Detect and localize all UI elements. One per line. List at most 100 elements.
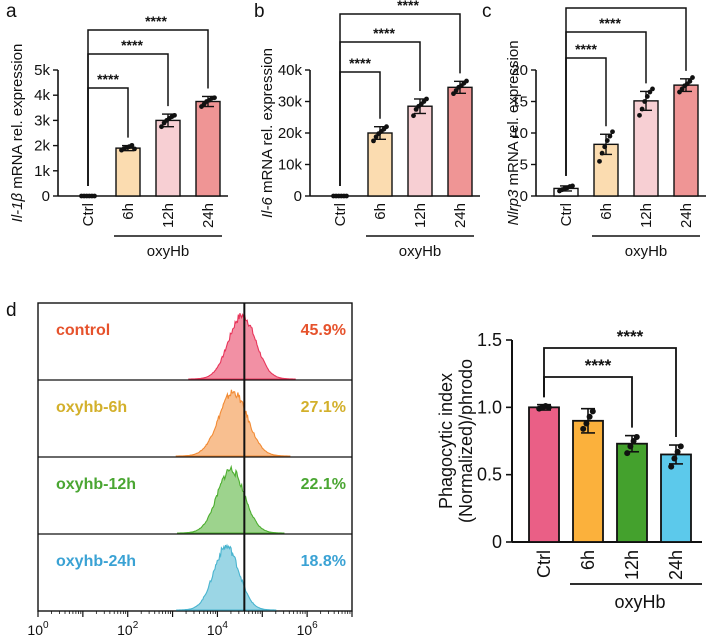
panel-label-b: b <box>254 1 265 22</box>
data-point <box>464 78 469 84</box>
group-label: oxyHb <box>614 592 665 612</box>
data-point <box>677 89 682 95</box>
data-point <box>129 142 135 148</box>
group-label: oxyHb <box>147 243 190 260</box>
y-tick-label: 10 <box>511 125 528 142</box>
histogram-label: oxyhb-6h <box>56 399 127 416</box>
data-point <box>159 124 164 130</box>
histogram-percent: 27.1% <box>301 399 346 416</box>
y-tick-label: 15 <box>511 94 528 111</box>
x-tick-label: 24h <box>200 203 217 228</box>
group-label: oxyHb <box>399 243 442 260</box>
y-tick-label: 3k <box>34 112 50 129</box>
histogram-oxyhb-6h <box>175 389 291 457</box>
data-point <box>674 448 681 455</box>
significance-label: **** <box>145 13 167 29</box>
data-point <box>610 129 615 135</box>
significance-bracket <box>565 7 687 176</box>
bar-6h <box>115 147 141 197</box>
y-axis-label-text: mRNA rel. expression <box>259 48 276 197</box>
significance-label: **** <box>349 55 371 71</box>
data-point <box>637 112 642 118</box>
bar-24h <box>447 86 473 197</box>
bar-24h <box>195 100 221 197</box>
data-point <box>687 78 693 84</box>
data-point <box>580 425 587 432</box>
y-axis-label-line1: Phagocytic index <box>436 373 456 509</box>
histogram-percent: 45.9% <box>301 322 346 339</box>
chart-phagocytic-index: 0 0.5 1.0 1.5 Phagocytic index (Normalized)/p… <box>436 327 702 612</box>
data-point <box>599 150 605 156</box>
data-point <box>668 463 675 470</box>
y-axis-label: Il-1β mRNA rel. expression <box>9 44 26 223</box>
y-tick-label: 20 <box>511 62 528 79</box>
chart-il1b: 0 1k 2k 3k 4k 5k Il-1β mRNA rel. expression Ctr… <box>9 13 228 260</box>
data-point <box>597 158 602 164</box>
x-tick-label: 12h <box>638 203 655 228</box>
significance-label: **** <box>599 15 621 31</box>
histogram-label: control <box>56 322 110 339</box>
data-point <box>570 183 575 189</box>
x-tick-label: 24h <box>678 203 695 228</box>
histogram-percent: 18.8% <box>301 553 346 570</box>
x-tick-label: 6h <box>120 203 137 220</box>
significance-label: **** <box>617 327 644 346</box>
histogram-oxyhb-12h <box>177 464 285 534</box>
y-axis-label-line2: (Normalized)/phrodo <box>456 359 476 523</box>
data-point <box>647 89 653 95</box>
significance-label: **** <box>373 25 395 41</box>
data-point <box>545 404 552 411</box>
data-point <box>451 91 456 97</box>
data-point <box>644 94 650 99</box>
x-tick-label: 12h <box>160 203 177 228</box>
y-axis-label: Il-6 mRNA rel. expression <box>259 48 276 218</box>
y-tick-label: 40k <box>278 62 303 79</box>
data-point <box>384 124 389 130</box>
y-tick-label: 30k <box>278 94 303 111</box>
data-point <box>172 112 177 118</box>
data-point <box>679 86 685 92</box>
y-tick-label: 1.5 <box>477 330 502 350</box>
y-tick-label: 2k <box>34 138 50 155</box>
bar-Ctrl <box>528 406 560 543</box>
x-tick-label: 6h <box>578 550 598 570</box>
significance-bracket <box>543 347 677 438</box>
x-tick-label: Ctrl <box>332 203 349 226</box>
histogram-oxyhb-24h <box>176 543 277 611</box>
x-tick-label: 106 <box>297 620 319 638</box>
histogram-label: oxyhb-12h <box>56 476 136 493</box>
data-point <box>650 86 655 92</box>
data-point <box>583 420 590 427</box>
data-point <box>602 144 608 150</box>
significance-label: **** <box>575 41 597 57</box>
bar-12h <box>616 442 648 543</box>
x-tick-label: 12h <box>622 550 642 580</box>
bar-6h <box>572 419 604 543</box>
x-tick-exponent: 4 <box>222 620 228 631</box>
bar-12h <box>155 119 181 197</box>
y-axis-label-gene: Il-6 <box>259 197 276 218</box>
y-tick-label: 1k <box>34 163 50 180</box>
data-point <box>371 138 376 144</box>
group-label: oxyHb <box>625 243 668 260</box>
histogram-control <box>188 312 296 380</box>
data-point <box>586 413 593 420</box>
significance-bracket <box>87 29 209 186</box>
bar-12h <box>407 105 433 197</box>
significance-label: **** <box>585 356 612 375</box>
panel-label-a: a <box>6 1 17 22</box>
y-axis-label: Nlrp3 mRNA rel. expression <box>505 40 522 225</box>
x-tick-exponent: 6 <box>312 620 318 631</box>
x-tick-exponent: 0 <box>43 620 49 631</box>
y-tick-label: 10k <box>278 157 303 174</box>
y-tick-label: 0 <box>42 188 50 205</box>
y-tick-label: 20k <box>278 125 303 142</box>
significance-label: **** <box>121 37 143 53</box>
x-tick-exponent: 2 <box>133 620 139 631</box>
panel-label-c: c <box>482 1 492 22</box>
data-point <box>627 443 634 450</box>
x-tick-label: 24h <box>666 550 686 580</box>
x-tick-label: Ctrl <box>558 203 575 226</box>
